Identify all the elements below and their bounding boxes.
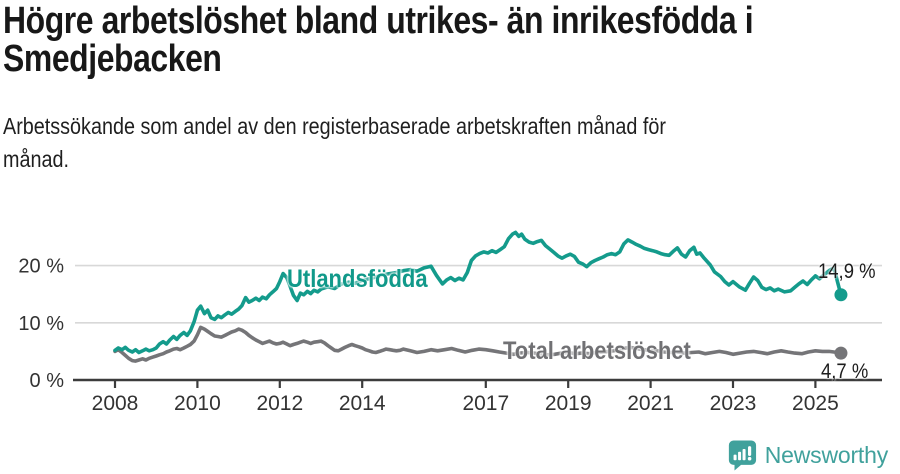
end-value-label-utlandsfodda: 14,9 % — [818, 260, 876, 283]
chart-title: Högre arbetslöshet bland utrikes- än inr… — [3, 0, 754, 80]
end-value-label-total: 4,7 % — [821, 360, 869, 383]
x-tick-label-2019: 2019 — [545, 392, 592, 415]
series-label-total-arbetsloshet: Total arbetslöshet — [503, 337, 691, 365]
x-tick-label-2017: 2017 — [462, 392, 509, 415]
x-tick-label-2025: 2025 — [792, 392, 839, 415]
x-tick-label-2023: 2023 — [710, 392, 757, 415]
end-dot-total-arbetsl-shet — [834, 346, 848, 360]
end-dot-utlandsf-dda — [834, 288, 848, 302]
y-tick-label-0: 0 % — [30, 370, 65, 392]
series-line-total-arbetsl-shet — [113, 325, 843, 363]
y-tick-label-20: 20 % — [18, 256, 64, 278]
x-tick-label-2012: 2012 — [256, 392, 303, 415]
x-tick-label-2021: 2021 — [627, 392, 674, 415]
x-tick-label-2008: 2008 — [92, 392, 139, 415]
newsworthy-logo-text: Newsworthy — [764, 442, 888, 468]
series-label-utlandsfodda: Utlandsfödda — [287, 265, 428, 293]
x-tick-label-2010: 2010 — [174, 392, 221, 415]
newsworthy-logo-icon — [728, 440, 756, 471]
y-tick-label-10: 10 % — [18, 313, 64, 335]
series-line-utlandsf-dda — [113, 230, 843, 355]
chart-subtitle: Arbetssökande som andel av den registerb… — [3, 113, 667, 172]
x-tick-label-2014: 2014 — [339, 392, 386, 415]
newsworthy-logo[interactable]: Newsworthy — [727, 439, 888, 472]
